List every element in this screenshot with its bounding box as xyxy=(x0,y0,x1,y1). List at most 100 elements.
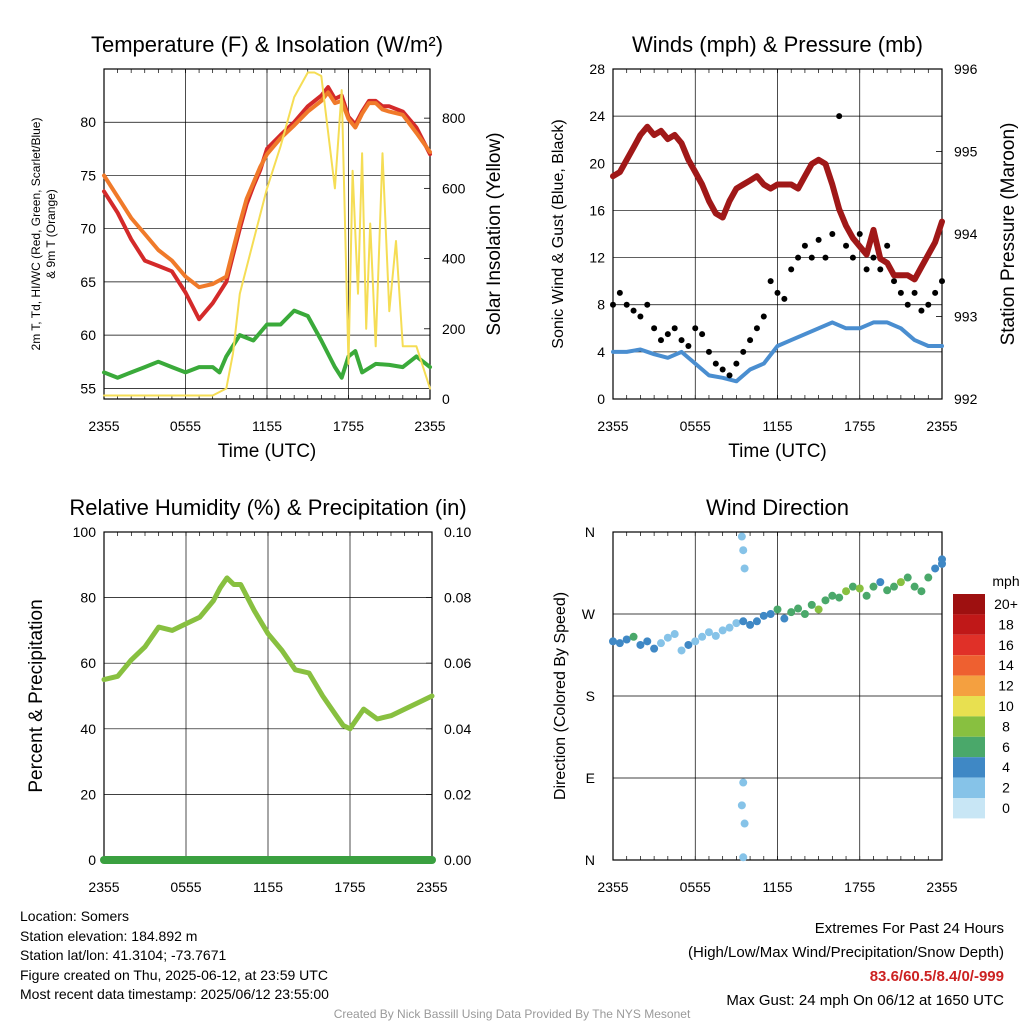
y-tick-label: 20 xyxy=(589,155,605,171)
direction-point xyxy=(842,587,851,596)
x-axis-label: Time (UTC) xyxy=(728,441,827,462)
x-tick-label: 2355 xyxy=(926,879,957,895)
x-tick-label: 2355 xyxy=(416,879,447,895)
y-tick-label: S xyxy=(586,688,595,704)
direction-point xyxy=(794,604,803,613)
colorbar-label: 16 xyxy=(998,637,1014,653)
colorbar-swatch xyxy=(953,736,985,758)
gust-point xyxy=(856,231,863,237)
gust-point xyxy=(774,289,781,296)
extremes-panel: Extremes For Past 24 Hours (High/Low/Max… xyxy=(688,917,1004,1013)
direction-point xyxy=(869,582,878,591)
colorbar-label: 4 xyxy=(1002,759,1010,775)
direction-point xyxy=(828,591,837,600)
direction-point xyxy=(862,591,871,600)
gust-point xyxy=(747,337,754,344)
gust-point xyxy=(829,231,836,237)
y-right-tick-label: 0.08 xyxy=(444,590,471,606)
gust-point xyxy=(753,325,760,332)
created-label: Figure created on Thu, 2025-06-12, at 23… xyxy=(20,966,328,983)
y-tick-label: E xyxy=(586,770,595,786)
y-right-tick-label: 992 xyxy=(954,391,978,407)
direction-point xyxy=(737,801,746,810)
location-label: Location: Somers xyxy=(20,908,129,924)
direction-point xyxy=(677,646,686,655)
gust-point xyxy=(932,289,939,296)
x-tick-label: 2355 xyxy=(88,418,119,434)
y-axis-label-2: & 9m T (Orange) xyxy=(44,189,58,279)
direction-point xyxy=(896,578,905,587)
gust-point xyxy=(664,331,671,338)
extremes-subtitle: (High/Low/Max Wind/Precipitation/Snow De… xyxy=(688,944,1004,961)
chart-panel-1: Temperature (F) & Insolation (W/m²) 2355 0… xyxy=(29,32,505,462)
y-right-tick-label: 993 xyxy=(954,309,978,325)
x-tick-label: 0555 xyxy=(680,418,711,434)
direction-point xyxy=(890,582,899,591)
y-right-tick-label: 0.02 xyxy=(444,786,471,802)
gust-point xyxy=(939,278,945,285)
x-tick-label: 0555 xyxy=(170,879,201,895)
y-right-axis-label: Solar Insolation (Yellow) xyxy=(484,132,505,335)
direction-point xyxy=(814,605,823,614)
gust-point xyxy=(836,113,843,120)
x-tick-label: 1755 xyxy=(844,418,875,434)
direction-point xyxy=(938,555,946,564)
y-right-tick-label: 0.10 xyxy=(444,524,471,540)
colorbar-label: 0 xyxy=(1002,800,1010,816)
recent-data-label: Most recent data timestamp: 2025/06/12 2… xyxy=(20,986,329,1002)
colorbar-swatch xyxy=(953,716,985,737)
elevation-label: Station elevation: 184.892 m xyxy=(20,927,198,944)
station-info: Location: Somers Station elevation: 184.… xyxy=(20,907,329,1005)
y-tick-label: 8 xyxy=(597,297,605,313)
colorbar-swatch xyxy=(953,777,985,798)
y-tick-label: 100 xyxy=(73,524,97,540)
gust-point xyxy=(891,278,898,285)
x-tick-label: 1755 xyxy=(844,879,875,895)
direction-point xyxy=(629,632,638,641)
x-tick-label: 1155 xyxy=(762,418,792,434)
direction-point xyxy=(931,564,940,573)
x-tick-label: 1155 xyxy=(762,879,792,895)
gust-point xyxy=(733,360,740,367)
chart-panel-2: Winds (mph) & Pressure (mb) 2355 0555 1155 1… xyxy=(550,32,1019,462)
series-line-rh xyxy=(101,575,435,732)
y-right-axis-label: Station Pressure (Maroon) xyxy=(998,123,1019,346)
y-tick-label: 0 xyxy=(88,852,96,868)
gust-point xyxy=(678,337,685,344)
y-right-tick-label: 994 xyxy=(954,226,978,242)
latlon-label: Station lat/lon: 41.3104; -73.7671 xyxy=(20,947,227,963)
gust-point xyxy=(795,254,802,261)
chart-title: Relative Humidity (%) & Precipitation (i… xyxy=(69,495,466,520)
gust-point xyxy=(843,242,850,249)
direction-point xyxy=(739,778,748,787)
gust-point xyxy=(630,307,637,314)
y-tick-label: 40 xyxy=(80,721,96,737)
y-right-tick-label: 400 xyxy=(442,251,466,267)
x-tick-label: 2355 xyxy=(414,418,445,434)
gust-point xyxy=(740,348,747,355)
direction-point xyxy=(725,623,734,632)
y-tick-label: 4 xyxy=(597,344,605,360)
y-tick-label: 55 xyxy=(80,380,96,396)
direction-point xyxy=(622,635,631,644)
gust-point xyxy=(692,325,699,332)
gust-point xyxy=(904,301,911,308)
colorbar-swatch xyxy=(953,634,985,656)
series-line-orange xyxy=(102,90,432,290)
credit-line: Created By Nick Bassill Using Data Provi… xyxy=(333,1007,691,1021)
gust-point xyxy=(699,331,706,338)
gust-point xyxy=(897,289,904,296)
direction-point xyxy=(752,617,761,626)
direction-point xyxy=(739,546,748,555)
colorbar-swatch xyxy=(953,696,985,717)
colorbar-label: 14 xyxy=(998,657,1014,673)
direction-point xyxy=(773,605,782,614)
y-tick-label: 70 xyxy=(80,221,96,237)
x-axis-label: Time (UTC) xyxy=(218,441,317,462)
y-tick-label: 75 xyxy=(80,167,96,183)
x-tick-label: 1155 xyxy=(253,879,283,895)
y-right-tick-label: 0.06 xyxy=(444,655,471,671)
direction-point xyxy=(746,620,755,629)
